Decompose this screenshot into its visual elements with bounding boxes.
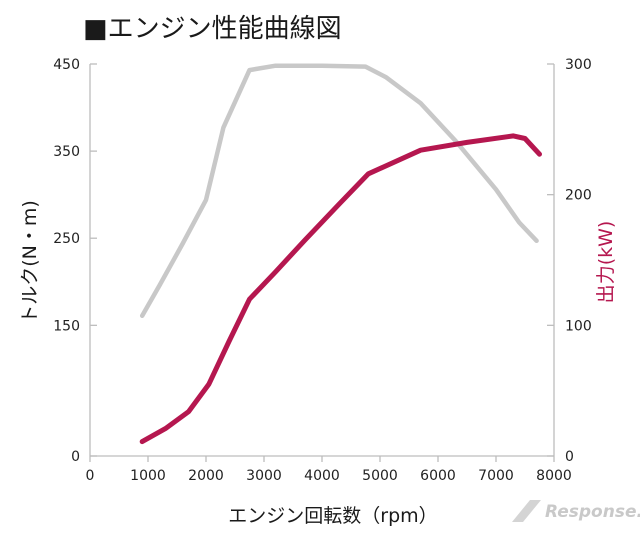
right-y-axis-label: 出力(kW) — [595, 221, 617, 304]
left-y-tick-label: 350 — [53, 144, 80, 160]
left-y-axis-label: トルク(N・m) — [19, 200, 41, 324]
x-tick-label: 7000 — [478, 468, 514, 484]
left-y-tick-label: 150 — [53, 318, 80, 334]
response-watermark: Response. — [512, 500, 640, 522]
x-tick-label: 2000 — [188, 468, 224, 484]
power-curve-line — [139, 133, 542, 445]
x-tick-label: 8000 — [536, 468, 572, 484]
watermark-logo-icon — [512, 500, 541, 522]
x-tick-label: 0 — [86, 468, 95, 484]
x-axis-label: エンジン回転数（rpm） — [228, 505, 437, 527]
plot-frame — [89, 64, 555, 457]
x-axis-ticks: 0 1000 2000 3000 4000 5000 6000 7000 8000 — [86, 456, 572, 484]
x-tick-label: 3000 — [246, 468, 282, 484]
series-layer — [139, 63, 542, 445]
torque-curve-line — [139, 63, 539, 319]
watermark-text: Response. — [545, 502, 640, 522]
left-y-tick-label: 450 — [53, 57, 80, 73]
right-y-tick-label: 0 — [565, 449, 574, 465]
left-y-tick-label: 250 — [53, 231, 80, 247]
right-y-tick-label: 300 — [565, 57, 592, 73]
left-y-tick-label: 0 — [71, 449, 80, 465]
left-y-axis-ticks: 0 150 250 350 450 — [53, 57, 97, 465]
x-tick-label: 1000 — [130, 468, 166, 484]
right-y-tick-label: 200 — [565, 188, 592, 204]
right-y-tick-label: 100 — [565, 318, 592, 334]
chart-title: ■エンジン性能曲線図 — [83, 14, 342, 44]
x-tick-label: 4000 — [304, 468, 340, 484]
x-tick-label: 5000 — [362, 468, 398, 484]
right-y-axis-ticks: 0 100 200 300 — [547, 57, 592, 465]
x-tick-label: 6000 — [420, 468, 456, 484]
